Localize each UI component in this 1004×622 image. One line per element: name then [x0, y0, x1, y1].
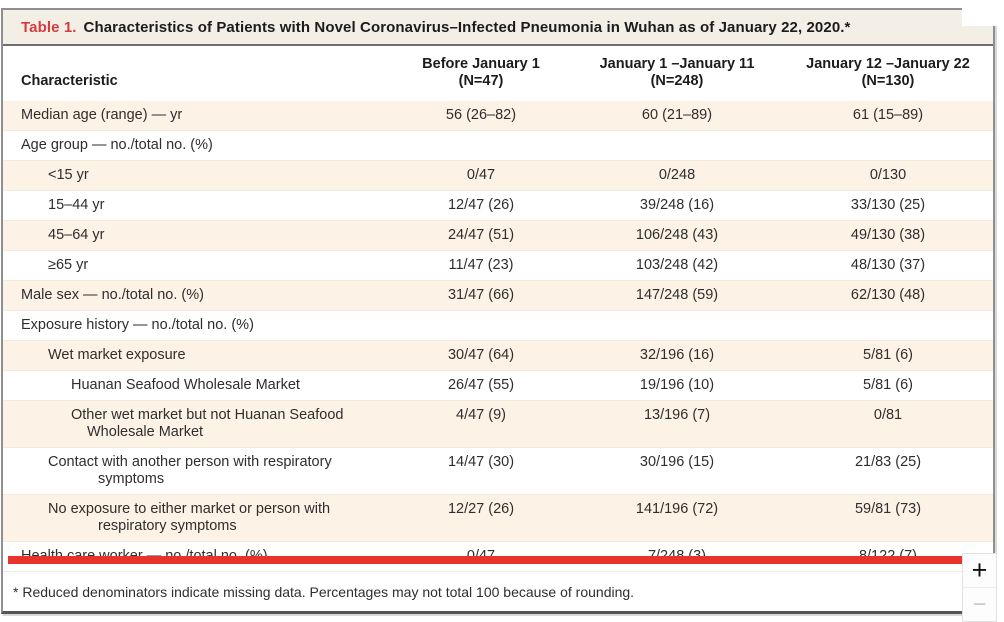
column-header-jan1-jan11: January 1 –January 11 (N=248)	[571, 46, 783, 101]
row-value-cell: 12/47 (26)	[447, 197, 515, 213]
row-label-cell: No exposure to either market or person w…	[48, 501, 331, 534]
table-row: No exposure to either market or person w…	[3, 494, 993, 542]
table-row: Wet market exposure 30/47 (64) 32/196 (1…	[3, 340, 993, 371]
table-footnote: * Reduced denominators indicate missing …	[3, 572, 993, 611]
row-label-cell: 15–44 yr	[48, 197, 105, 213]
row-value-cell: 56 (26–82)	[445, 107, 517, 123]
row-label-cell: Other wet market but not Huanan Seafood …	[71, 407, 344, 440]
row-value-cell: 39/248 (16)	[639, 197, 715, 213]
red-annotation-underline	[8, 556, 965, 564]
table-row: Huanan Seafood Wholesale Market 26/47 (5…	[3, 371, 993, 401]
row-value-cell: 106/248 (43)	[635, 227, 719, 243]
row-value-cell: 48/130 (37)	[850, 257, 926, 273]
zoom-in-button[interactable]: +	[963, 554, 996, 588]
row-value-cell	[391, 311, 571, 341]
row-label-cell: Male sex — no./total no. (%)	[21, 287, 204, 303]
table-row: Male sex — no./total no. (%) 31/47 (66) …	[3, 280, 993, 311]
header-row: Characteristic Before January 1 (N=47) J…	[3, 46, 993, 101]
row-value-cell: 31/47 (66)	[447, 287, 515, 303]
row-value-cell: 13/196 (7)	[643, 407, 711, 423]
row-value-cell	[571, 311, 783, 341]
row-value-cell: 62/130 (48)	[850, 287, 926, 303]
row-value-cell: 49/130 (38)	[850, 227, 926, 243]
table-title-bar: Table 1. Characteristics of Patients wit…	[3, 10, 993, 46]
row-label-cell: ≥65 yr	[48, 257, 89, 273]
zoom-controls: + −	[962, 553, 997, 622]
table-row: <15 yr 0/47 0/248 0/130	[3, 160, 993, 191]
row-value-cell	[571, 131, 783, 161]
column-header-jan12-jan22: January 12 –January 22 (N=130)	[783, 46, 993, 101]
row-label-cell: Wet market exposure	[48, 347, 186, 363]
row-label-cell: Age group — no./total no. (%)	[21, 137, 213, 153]
row-value-cell: 141/196 (72)	[635, 501, 719, 517]
row-label-cell: Contact with another person with respira…	[48, 454, 332, 487]
row-value-cell: 21/83 (25)	[854, 454, 922, 470]
row-value-cell: 5/81 (6)	[863, 377, 913, 393]
table-row: Age group — no./total no. (%)	[3, 131, 993, 161]
row-value-cell	[783, 131, 993, 161]
row-value-cell: 11/47 (23)	[448, 257, 514, 273]
table-title-text: Characteristics of Patients with Novel C…	[83, 18, 851, 36]
table1-card: Table 1. Characteristics of Patients wit…	[1, 8, 995, 614]
row-value-cell: 14/47 (30)	[447, 454, 515, 470]
row-value-cell: 60 (21–89)	[641, 107, 713, 123]
table-row: ≥65 yr 11/47 (23) 103/248 (42) 48/130 (3…	[3, 251, 993, 281]
row-value-cell: 24/47 (51)	[447, 227, 515, 243]
row-value-cell: 59/81 (73)	[854, 501, 922, 517]
row-value-cell: 0/47	[466, 167, 496, 183]
row-value-cell: 0/248	[658, 167, 696, 183]
row-label-cell: Median age (range) — yr	[21, 107, 183, 123]
column-header-characteristic: Characteristic	[3, 46, 391, 101]
row-value-cell: 19/196 (10)	[639, 377, 715, 393]
row-value-cell: 12/27 (26)	[447, 501, 515, 517]
zoom-out-button[interactable]: −	[963, 588, 996, 621]
column-header-before-jan1: Before January 1 (N=47)	[391, 46, 571, 101]
table-row: 45–64 yr 24/47 (51) 106/248 (43) 49/130 …	[3, 220, 993, 251]
row-value-cell: 103/248 (42)	[635, 257, 719, 273]
row-label-cell: <15 yr	[48, 167, 89, 183]
row-value-cell: 4/47 (9)	[456, 407, 506, 423]
row-label-cell: Exposure history — no./total no. (%)	[21, 317, 254, 333]
row-value-cell	[783, 311, 993, 341]
row-value-cell: 33/130 (25)	[850, 197, 926, 213]
row-value-cell: 30/196 (15)	[639, 454, 715, 470]
row-value-cell: 0/81	[873, 407, 903, 423]
table-body: Median age (range) — yr 56 (26–82) 60 (2…	[3, 101, 993, 572]
row-value-cell: 5/81 (6)	[863, 347, 913, 363]
row-value-cell: 30/47 (64)	[447, 347, 515, 363]
table-row: Exposure history — no./total no. (%)	[3, 311, 993, 341]
row-label-cell: Huanan Seafood Wholesale Market	[71, 377, 300, 393]
table-row: Contact with another person with respira…	[3, 448, 993, 495]
table-row: 15–44 yr 12/47 (26) 39/248 (16) 33/130 (…	[3, 191, 993, 221]
row-value-cell: 0/130	[869, 167, 907, 183]
corner-overlay	[962, 0, 1004, 26]
row-value-cell: 147/248 (59)	[635, 287, 719, 303]
row-value-cell: 26/47 (55)	[447, 377, 515, 393]
row-label-cell: 45–64 yr	[48, 227, 105, 243]
row-value-cell: 61 (15–89)	[852, 107, 924, 123]
patient-characteristics-table: Characteristic Before January 1 (N=47) J…	[3, 46, 993, 572]
table-row: Other wet market but not Huanan Seafood …	[3, 400, 993, 448]
row-value-cell: 32/196 (16)	[639, 347, 715, 363]
row-value-cell	[391, 131, 571, 161]
table-number-label: Table 1.	[21, 18, 77, 36]
table-row: Median age (range) — yr 56 (26–82) 60 (2…	[3, 101, 993, 131]
